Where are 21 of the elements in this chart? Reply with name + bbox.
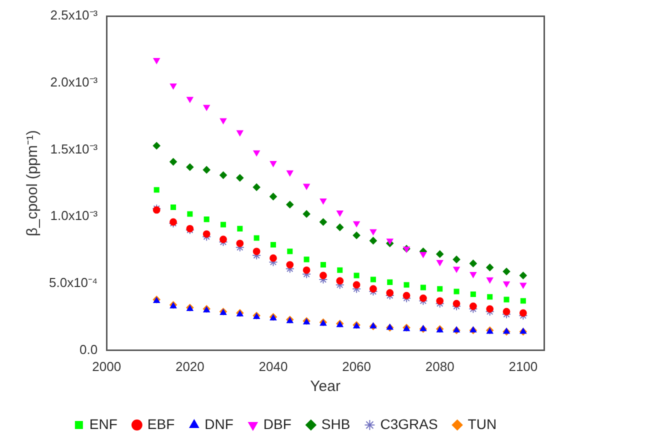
legend-label: DNF	[204, 416, 234, 432]
y-tick-label: 0.0	[80, 342, 98, 357]
y-tick-label: 5.0x10⁻⁴	[48, 275, 98, 290]
legend-label: EBF	[147, 416, 175, 432]
y-tick-label: 1.5x10⁻³	[50, 141, 98, 156]
legend-label: ENF	[89, 416, 118, 432]
y-tick-label: 2.0x10⁻³	[50, 74, 98, 90]
x-tick-label: 2040	[258, 358, 288, 374]
x-tick-label: 2020	[175, 358, 204, 374]
legend-label: C3GRAS	[380, 416, 438, 432]
x-tick-label: 2000	[92, 358, 122, 374]
x-axis-title: Year	[310, 378, 340, 396]
legend-label: TUN	[468, 416, 497, 432]
y-tick-label: 2.5x10⁻³	[50, 8, 98, 23]
y-tick-label: 1.0x10⁻³	[50, 208, 98, 224]
x-tick-label: 2100	[508, 358, 538, 374]
x-tick-label: 2060	[342, 358, 372, 374]
legend-label: SHB	[321, 416, 350, 432]
y-axis-title: β_cpool (ppm⁻¹)	[24, 130, 42, 236]
legend-label: DBF	[263, 416, 292, 432]
x-tick-label: 2080	[425, 358, 454, 374]
